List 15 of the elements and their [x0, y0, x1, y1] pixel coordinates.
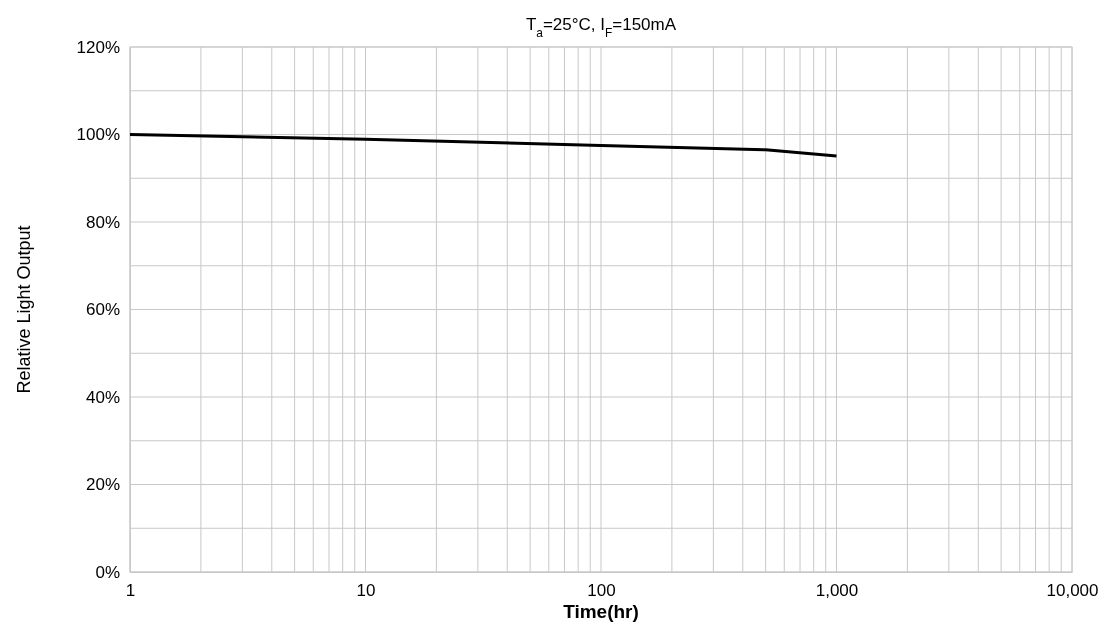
- y-tick-label: 20%: [85, 475, 120, 495]
- y-tick-label: 100%: [76, 125, 120, 145]
- chart-title: T$_{a}$=25°C, I$_{F}$=150mA: [525, 15, 677, 40]
- x-tick-label: 100: [587, 581, 616, 601]
- y-tick-label: 80%: [85, 212, 120, 232]
- y-tick-label: 40%: [85, 387, 120, 407]
- y-tick-label: 60%: [85, 300, 120, 320]
- y-tick-label: 0%: [95, 562, 120, 582]
- x-tick-label: 1,000: [815, 581, 859, 601]
- x-tick-label: 10: [356, 581, 376, 601]
- y-tick-label: 120%: [76, 37, 120, 57]
- x-tick-label: 10,000: [1046, 581, 1099, 601]
- y-axis-title: Relative Light Output: [14, 225, 34, 394]
- x-tick-label: 1: [125, 581, 136, 601]
- x-axis-title: Time(hr): [563, 601, 639, 622]
